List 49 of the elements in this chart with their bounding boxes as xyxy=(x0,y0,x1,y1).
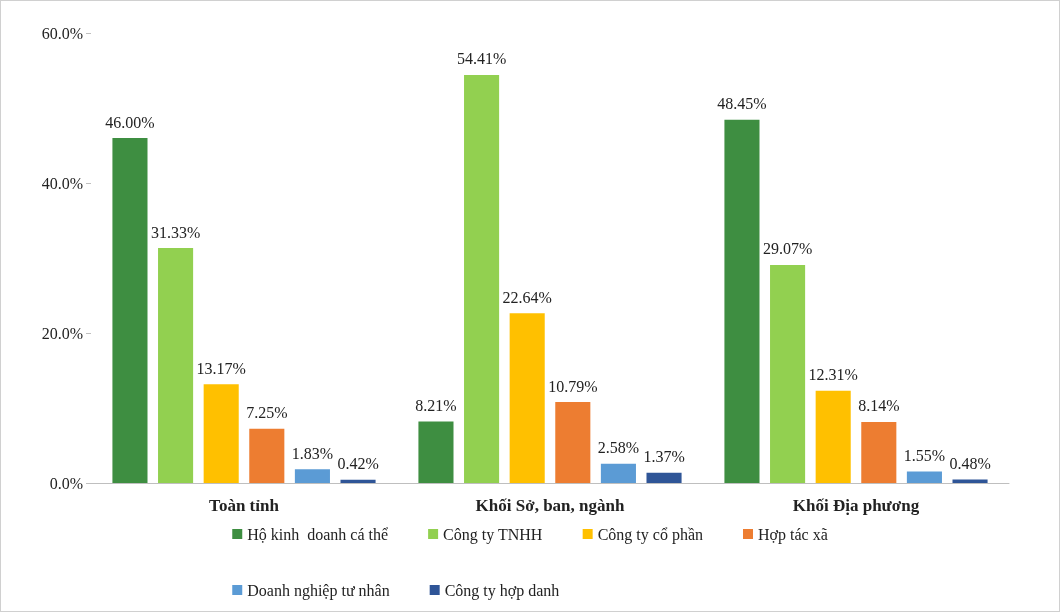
data-label: 1.55% xyxy=(903,446,946,464)
legend-label: Hợp tác xã xyxy=(757,525,828,544)
bar xyxy=(112,138,148,483)
bar xyxy=(600,463,636,483)
data-label: 10.79% xyxy=(548,377,598,395)
bar xyxy=(418,421,454,483)
y-tick-label: 0.0% xyxy=(49,474,83,492)
bar xyxy=(509,313,545,483)
x-tick-label: Khối Địa phương xyxy=(792,496,920,515)
bar xyxy=(249,428,285,483)
data-label: 0.42% xyxy=(337,455,379,473)
data-label: 7.25% xyxy=(246,404,288,422)
data-label: 0.48% xyxy=(949,454,991,472)
data-label: 22.64% xyxy=(502,288,552,306)
data-label: 54.41% xyxy=(456,50,507,68)
legend-label: Công ty cổ phần xyxy=(597,525,703,544)
bar xyxy=(861,421,897,483)
data-label: 29.07% xyxy=(762,240,813,258)
legend-label: Công ty TNHH xyxy=(443,525,543,544)
bar xyxy=(294,469,330,483)
y-tick-label: 20.0% xyxy=(41,324,83,342)
bar xyxy=(340,479,376,483)
bar xyxy=(158,248,194,483)
bar xyxy=(815,390,851,483)
bar xyxy=(724,119,760,483)
bar xyxy=(906,471,942,483)
data-label: 2.58% xyxy=(597,439,640,457)
legend-label: Công ty hợp danh xyxy=(444,581,560,600)
data-label: 8.21% xyxy=(415,396,457,414)
data-label: 31.33% xyxy=(150,223,201,241)
bar xyxy=(464,74,500,483)
x-tick-label: Khối Sở, ban, ngành xyxy=(475,496,625,515)
data-label: 1.83% xyxy=(291,444,334,462)
data-label: 46.00% xyxy=(105,113,155,131)
y-tick-label: 40.0% xyxy=(41,174,83,192)
bar xyxy=(646,472,682,483)
y-tick-label: 60.0% xyxy=(41,24,83,42)
bar xyxy=(952,479,988,483)
legend-label: Doanh nghiệp tư nhân xyxy=(247,581,390,600)
data-label: 1.37% xyxy=(643,448,685,466)
legend-label: Hộ kinh doanh cá thể xyxy=(247,525,389,543)
bar xyxy=(770,264,806,483)
bar xyxy=(555,402,591,483)
x-tick-label: Toàn tỉnh xyxy=(209,496,280,515)
data-label: 8.14% xyxy=(858,397,900,415)
data-label: 12.31% xyxy=(808,366,858,384)
data-label: 48.45% xyxy=(717,95,767,113)
data-label: 13.17% xyxy=(196,359,246,377)
bar xyxy=(203,384,239,483)
